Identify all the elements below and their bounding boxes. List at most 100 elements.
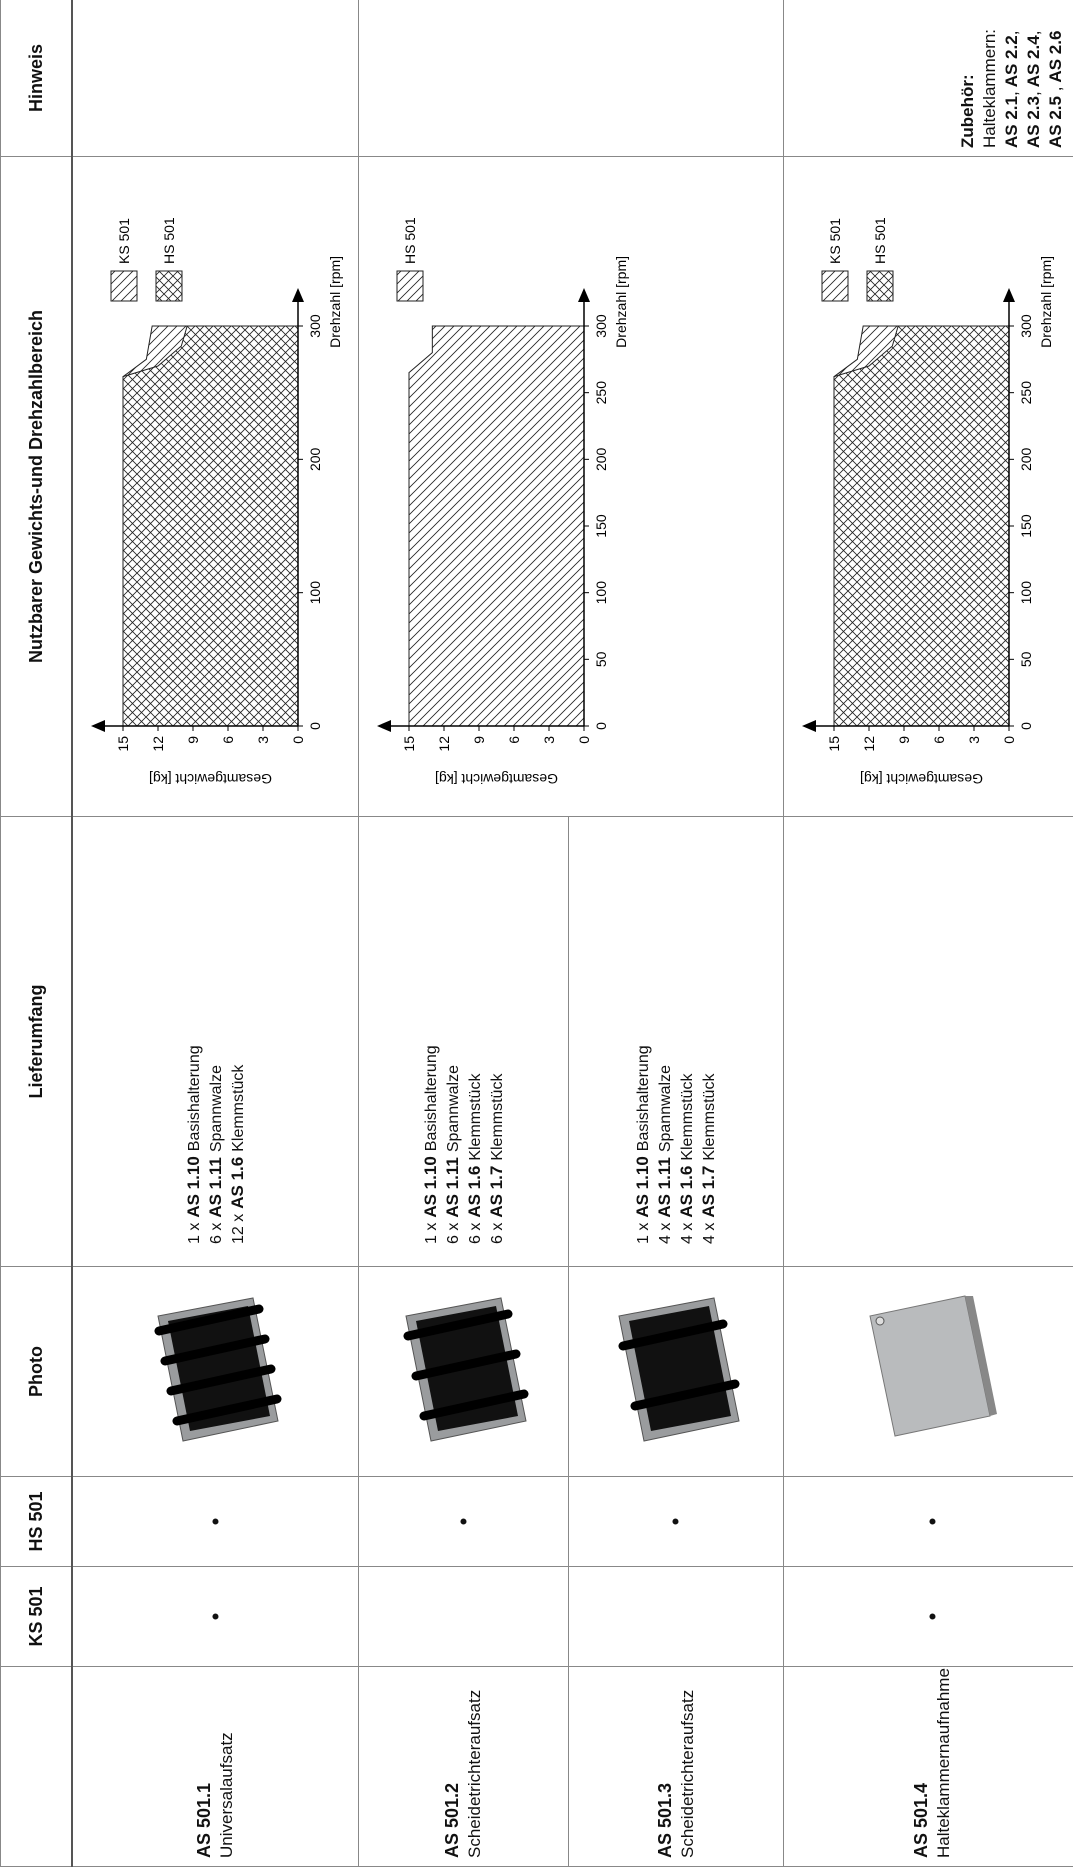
- part-code: AS 1.7: [486, 1165, 506, 1218]
- knob: [875, 1317, 885, 1326]
- hs-dot: •: [450, 1517, 476, 1526]
- product-row: AS 501.3 Scheidetrichteraufsatz • 1 xAS 1.1…: [568, 0, 784, 1867]
- chart-cell: KS 501 HS 501 0 50 100 150 200 250 300 0 3 6 9 12 15 Dr…: [783, 156, 1073, 817]
- roller: [618, 1320, 727, 1351]
- product-row: AS 501.4 Halteklammernaufnahme • • KS 501 HS …: [783, 0, 1073, 1867]
- photo-cell: [783, 1266, 1073, 1477]
- ks-cell: •: [72, 1566, 359, 1667]
- part-desc: Basishalterung: [422, 1045, 440, 1152]
- y-tick-label: 3: [255, 736, 271, 744]
- photo: [403, 1297, 529, 1443]
- x-tick-label: 300: [593, 314, 609, 338]
- hs-dot: •: [919, 1517, 945, 1526]
- contents-line: 6 x AS 1.11 Spannwalze: [442, 817, 464, 1244]
- column-header: KS 501: [0, 1566, 72, 1667]
- part-code: AS 1.10: [183, 1156, 203, 1218]
- note-line: AS 2.5 , AS 2.6: [1045, 0, 1067, 148]
- roller: [172, 1395, 282, 1426]
- hs-dot: •: [663, 1517, 688, 1526]
- contents-cell: [783, 816, 1073, 1267]
- range-area: [122, 325, 299, 727]
- y-tick-label: 9: [471, 736, 487, 744]
- name-cell: AS 501.4 Halteklammernaufnahme: [783, 1666, 1073, 1867]
- photo: [617, 1297, 740, 1443]
- part-code: AS 1.7: [699, 1165, 718, 1218]
- part-code: AS 1.6: [227, 1156, 247, 1209]
- contents-line: 12 x AS 1.6 Klemmstück: [227, 817, 249, 1244]
- quantity: 6 x: [207, 1222, 225, 1244]
- y-tick-label: 12: [436, 736, 452, 752]
- chart-cell: HS 501 0 50 100 150 200 250 300 0 3 6 9 12 15 Drehzahl…: [358, 156, 784, 817]
- header-row: KS 501 HS 501 Photo Lieferumfang Nutzbarer G…: [0, 0, 72, 1867]
- x-tick-label: 0: [1018, 722, 1034, 730]
- product-row: AS 501.1 Universalaufsatz • • 1 x AS 1.10 Basi…: [72, 0, 359, 1867]
- photo: [869, 1295, 997, 1438]
- photo-cell: [358, 1266, 569, 1477]
- accessory-code: AS 2.6: [1046, 30, 1065, 83]
- y-tick-label: 6: [931, 736, 947, 744]
- accessory-code: AS 2.4: [1024, 35, 1043, 88]
- arrow: [802, 720, 816, 732]
- mat: [168, 1306, 270, 1432]
- quantity: 6 x: [466, 1222, 484, 1244]
- legend-swatch: [155, 270, 183, 302]
- quantity: 12 x: [229, 1213, 247, 1244]
- legend-label: KS 501: [116, 218, 132, 264]
- x-tick-label: 0: [593, 722, 609, 730]
- x-tick-label: 200: [593, 447, 609, 471]
- part-desc: Klemmstück: [679, 1073, 696, 1161]
- part-desc: Spannwalze: [657, 1064, 674, 1153]
- x-tick-label: 100: [1018, 581, 1034, 605]
- x-tick-label: 200: [1018, 447, 1034, 471]
- x-tick-label: 300: [307, 314, 323, 338]
- hs-cell: •: [358, 1476, 569, 1567]
- x-tick-label: 250: [593, 381, 609, 405]
- contents-line: 1 x AS 1.10 Basishalterung: [632, 817, 654, 1244]
- header-blank: [0, 1666, 72, 1867]
- hs-dot: •: [202, 1517, 228, 1526]
- quantity: 4 x: [679, 1222, 696, 1244]
- part-code: AS 1.11: [442, 1157, 462, 1218]
- note-line: AS 2.3,AS 2.4,: [1023, 0, 1045, 148]
- quantity: 1 x: [635, 1222, 652, 1244]
- legend-label: HS 501: [402, 217, 418, 264]
- contents-cell: 1 xAS 1.10Basishalterung 6 xAS 1.11Spannw…: [358, 816, 569, 1267]
- name-cell: AS 501.3 Scheidetrichteraufsatz: [568, 1666, 784, 1867]
- hs-cell: •: [568, 1476, 784, 1567]
- roller: [403, 1310, 513, 1341]
- contents-cell: 1 xAS 1.10Basishalterung 6 xAS 1.11Spannw…: [72, 816, 359, 1267]
- ks-dot: •: [919, 1612, 945, 1621]
- part-code: AS 1.11: [205, 1157, 225, 1218]
- photo-cell: [568, 1266, 784, 1477]
- legend-label: HS 501: [872, 217, 888, 264]
- part-desc: Spannwalze: [207, 1064, 225, 1153]
- part-desc: Klemmstück: [466, 1073, 484, 1161]
- contents-line: 4 x AS 1.7 Klemmstück: [698, 817, 720, 1244]
- y-axis-label: Gesamtgewicht [kg]: [149, 771, 272, 787]
- part-desc: Spannwalze: [444, 1064, 462, 1153]
- y-tick-label: 0: [576, 736, 592, 744]
- product-name: Scheidetrichteraufsatz: [677, 1689, 697, 1858]
- quantity: 4 x: [701, 1222, 718, 1244]
- name-cell: AS 501.2 Scheidetrichteraufsatz: [358, 1666, 569, 1867]
- x-tick-label: 300: [1018, 314, 1034, 338]
- y-axis-label: Gesamtgewicht [kg]: [860, 771, 983, 787]
- legend-label: HS 501: [161, 217, 177, 264]
- roller: [166, 1365, 276, 1396]
- chart-cell: KS 501 HS 501 0 100 200 300 0 3 6 9 12 15 Drehzahl […: [72, 156, 359, 817]
- x-axis-label: Drehzahl [rpm]: [1038, 256, 1054, 348]
- arrow: [1003, 288, 1015, 302]
- hs-cell: •: [72, 1476, 359, 1567]
- photo: [154, 1297, 282, 1443]
- plate-edge: [965, 1296, 997, 1417]
- legend-label: KS 501: [827, 218, 843, 264]
- separator: ,: [1002, 91, 1021, 97]
- ks-cell: •: [783, 1566, 1073, 1667]
- arrow: [292, 288, 304, 302]
- product-code: AS 501.2: [442, 1782, 462, 1858]
- part-code: AS 1.6: [677, 1165, 696, 1218]
- part-code: AS 1.11: [655, 1157, 674, 1218]
- note-text: Halteklammern:: [980, 28, 999, 148]
- legend-swatch: [821, 270, 849, 302]
